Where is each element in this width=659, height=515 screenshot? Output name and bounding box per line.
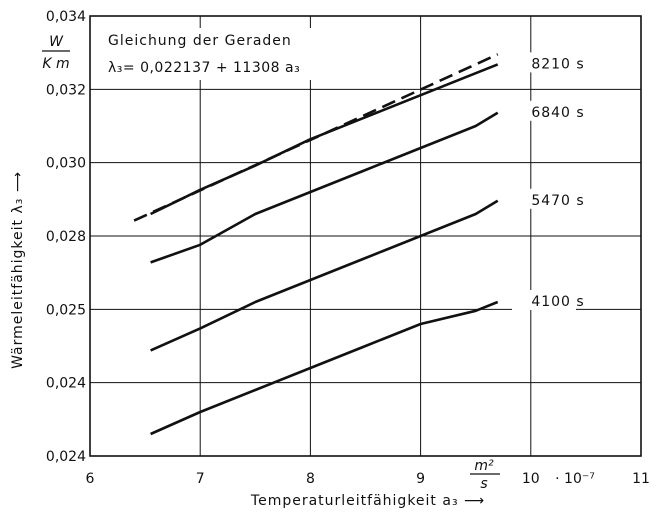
x-scale-note: · 10⁻⁷ bbox=[555, 471, 595, 487]
y-unit-denominator: K m bbox=[42, 56, 69, 72]
y-tick-label: 0,030 bbox=[46, 156, 86, 172]
series-label-background bbox=[512, 290, 576, 310]
series-label-background bbox=[512, 188, 576, 209]
y-unit-numerator: W bbox=[49, 34, 64, 50]
grid bbox=[90, 16, 641, 456]
x-axis-label: Temperaturleitfähigkeit a₃ ⟶ bbox=[250, 493, 485, 509]
x-tick-label: 11 bbox=[632, 471, 650, 487]
x-unit-numerator: m² bbox=[474, 458, 494, 474]
y-axis-label: Wärmeleitfähigkeit λ₃ ⟶ bbox=[10, 171, 26, 369]
series-labels: 8210 s 6840 s 5470 s 4100 s bbox=[512, 52, 584, 310]
series-label: 6840 s bbox=[531, 105, 584, 121]
axis-ticks: 6 7 8 9 10 11 0,024 0,024 0,025 0,028 0,030 0,032 0,… bbox=[46, 9, 650, 487]
y-tick-label: 0,024 bbox=[46, 449, 86, 465]
y-tick-label: 0,024 bbox=[46, 376, 86, 392]
series-line bbox=[150, 199, 499, 352]
y-tick-label: 0,032 bbox=[46, 82, 86, 98]
x-tick-label: 7 bbox=[196, 471, 205, 487]
x-tick-label: 8 bbox=[306, 471, 315, 487]
series-line bbox=[150, 111, 499, 264]
x-tick-label: 6 bbox=[86, 471, 95, 487]
series-line bbox=[150, 300, 499, 436]
series-label: 4100 s bbox=[531, 294, 584, 310]
annotation-equation: λ₃= 0,022137 + 11308 a₃ bbox=[108, 60, 300, 76]
series-line bbox=[150, 63, 499, 216]
annotation-background bbox=[104, 28, 352, 80]
x-tick-label: 10 bbox=[522, 471, 540, 487]
y-tick-label: 0,028 bbox=[46, 229, 86, 245]
annotation-title: Gleichung der Geraden bbox=[108, 33, 292, 49]
y-tick-label: 0,025 bbox=[46, 302, 86, 318]
x-tick-label: 9 bbox=[416, 471, 425, 487]
series-label: 8210 s bbox=[531, 56, 584, 72]
series-label-background bbox=[512, 52, 576, 73]
series-label: 5470 s bbox=[531, 193, 584, 209]
series-layer bbox=[133, 53, 499, 436]
y-tick-label: 0,034 bbox=[46, 9, 86, 25]
series-label-background bbox=[512, 100, 576, 121]
x-unit-denominator: s bbox=[480, 476, 487, 492]
